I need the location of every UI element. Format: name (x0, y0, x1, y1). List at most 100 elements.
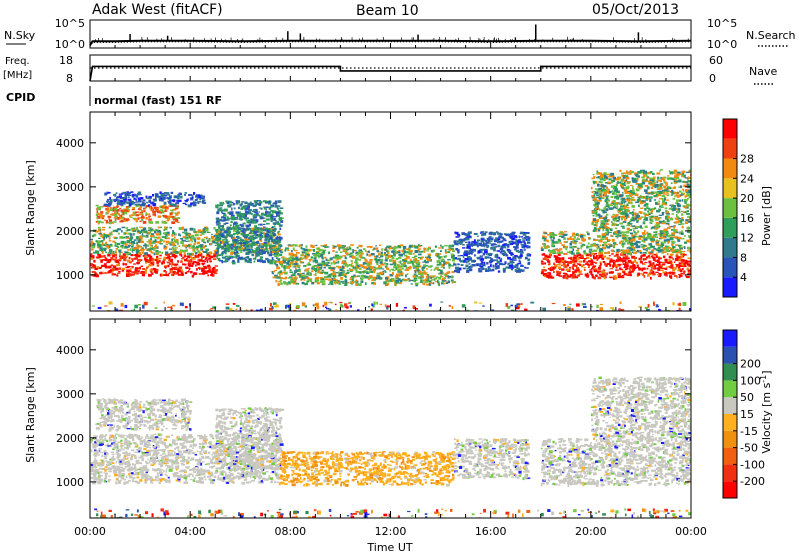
heatmap-cell (311, 270, 314, 273)
heatmap-cell (632, 264, 635, 267)
heatmap-cell (548, 253, 553, 257)
heatmap-cell (244, 201, 248, 205)
heatmap-cell (211, 236, 214, 239)
heatmap-cell (625, 231, 630, 234)
heatmap-cell (102, 226, 106, 229)
heatmap-cell (139, 248, 144, 252)
heatmap-cell (654, 236, 659, 238)
heatmap-cell (615, 251, 620, 254)
heatmap-cell (268, 228, 271, 231)
heatmap-cell (327, 259, 331, 262)
heatmap-cell (687, 272, 691, 274)
heatmap-cell (319, 276, 323, 279)
heatmap-cell (175, 202, 180, 205)
heatmap-cell (288, 252, 291, 256)
heatmap-cell (573, 236, 576, 239)
heatmap-cell (593, 239, 597, 241)
heatmap-cell (553, 262, 555, 265)
heatmap-cell (258, 201, 263, 204)
heatmap-cell (265, 233, 270, 237)
heatmap-cell (520, 251, 524, 254)
heatmap-cell (385, 282, 390, 286)
heatmap-cell (321, 283, 326, 286)
heatmap-cell (503, 243, 506, 246)
heatmap-cell (321, 261, 325, 263)
heatmap-cell (519, 261, 522, 264)
heatmap-cell (681, 216, 684, 220)
heatmap-cell (397, 245, 402, 248)
heatmap-cell (291, 244, 296, 246)
heatmap-cell (285, 247, 289, 250)
heatmap-cell (520, 249, 523, 252)
heatmap-cell (374, 255, 378, 258)
heatmap-cell (673, 275, 678, 277)
heatmap-cell (252, 221, 257, 224)
heatmap-cell (112, 206, 116, 210)
heatmap-cell (324, 262, 328, 265)
heatmap-cell (559, 242, 562, 244)
heatmap-cell (201, 256, 203, 259)
heatmap-cell (605, 241, 608, 244)
heatmap-cell (259, 250, 263, 254)
heatmap-cell (444, 272, 448, 275)
heatmap-cell (332, 256, 337, 259)
heatmap-cell (283, 268, 286, 271)
heatmap-cell (272, 244, 276, 247)
heatmap-cell (250, 228, 255, 231)
heatmap-cell (171, 243, 176, 246)
heatmap-cell (600, 252, 603, 255)
heatmap-cell (358, 259, 362, 261)
heatmap-cell (489, 264, 492, 268)
heatmap-cell (289, 262, 293, 265)
heatmap-cell (177, 194, 181, 197)
heatmap-cell (166, 219, 169, 222)
heatmap-cell (215, 233, 219, 236)
heatmap-cell (455, 236, 460, 238)
heatmap-cell (614, 244, 618, 246)
heatmap-cell (604, 252, 608, 255)
heatmap-cell (422, 250, 426, 253)
heatmap-cell (128, 192, 131, 195)
heatmap-cell (265, 248, 268, 251)
heatmap-cell (185, 257, 188, 260)
heatmap-cell (246, 250, 250, 252)
heatmap-cell (288, 245, 292, 247)
heatmap-cell (151, 261, 155, 264)
heatmap-cell (115, 243, 117, 246)
heatmap-cell (108, 226, 111, 229)
heatmap-cell (624, 235, 629, 237)
heatmap-cell (244, 210, 249, 213)
heatmap-cell (415, 266, 418, 268)
heatmap-cell (544, 262, 547, 265)
heatmap-cell (324, 244, 327, 247)
heatmap-cell (394, 283, 397, 286)
heatmap-cell (175, 213, 179, 216)
heatmap-cell (637, 249, 640, 253)
heatmap-cell (610, 234, 613, 237)
heatmap-cell (167, 264, 170, 268)
heatmap-cell (416, 259, 420, 262)
heatmap-cell (358, 252, 361, 255)
heatmap-cell (631, 255, 636, 259)
heatmap-cell (273, 202, 278, 204)
heatmap-cell (128, 257, 131, 260)
heatmap-cell (321, 263, 326, 265)
heatmap-cell (155, 229, 159, 231)
heatmap-cell (96, 266, 99, 269)
heatmap-cell (563, 241, 567, 243)
heatmap-cell (277, 252, 279, 255)
heatmap-cell (133, 214, 136, 216)
heatmap-cell (328, 251, 331, 255)
heatmap-cell (208, 257, 212, 260)
heatmap-cell (210, 273, 214, 276)
heatmap-cell (501, 236, 504, 239)
heatmap-cell (648, 257, 651, 259)
heatmap-cell (168, 204, 171, 207)
heatmap-cell (526, 254, 531, 256)
heatmap-cell (457, 251, 460, 254)
heatmap-cell (474, 239, 476, 242)
heatmap-cell (352, 249, 357, 252)
heatmap-cell (299, 270, 301, 273)
heatmap-cell (124, 263, 128, 266)
heatmap-cell (328, 274, 333, 276)
